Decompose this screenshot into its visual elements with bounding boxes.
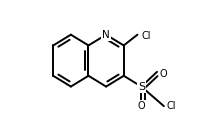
Text: Cl: Cl: [167, 101, 176, 111]
Text: O: O: [160, 69, 168, 79]
Text: S: S: [138, 82, 145, 92]
Text: N: N: [102, 30, 110, 40]
Text: O: O: [138, 101, 145, 111]
Text: Cl: Cl: [141, 31, 151, 41]
